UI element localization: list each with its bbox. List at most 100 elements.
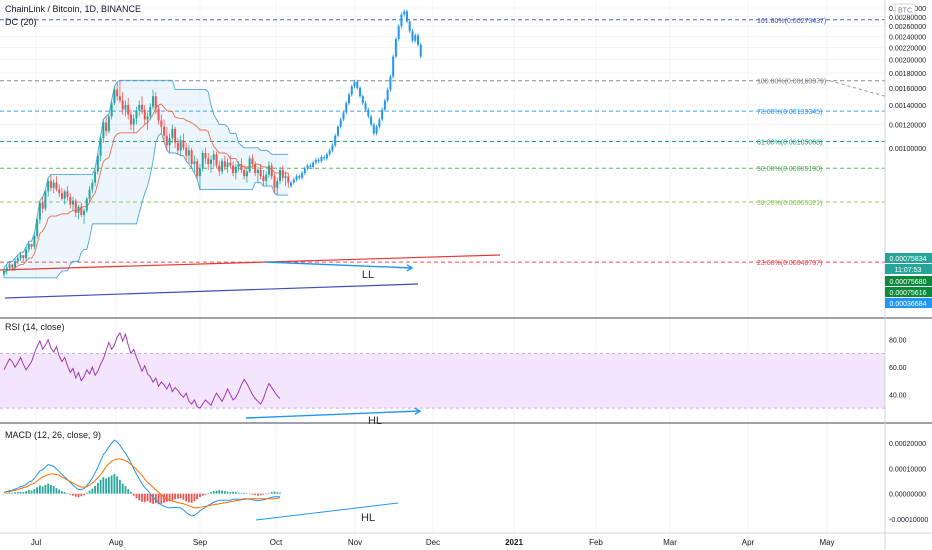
projection-bar xyxy=(348,94,350,104)
macd-histogram-bar xyxy=(27,490,30,494)
price-tick-label: 0.00120000 xyxy=(889,123,926,130)
macd-histogram-bar xyxy=(243,492,246,494)
macd-axis[interactable]: 0.00020000 0.00010000 0.00000000 -0.0001000… xyxy=(889,441,928,524)
macd-histogram-bar xyxy=(85,492,88,494)
rising-trend-line[interactable] xyxy=(4,283,419,299)
candle-body xyxy=(210,159,212,165)
candle-body xyxy=(110,103,113,117)
macd-histogram-bar xyxy=(94,486,96,494)
projection-bar xyxy=(359,87,362,97)
projection-bar xyxy=(317,159,320,162)
projection-bar xyxy=(325,154,328,159)
macd-histogram-bar xyxy=(232,491,234,494)
price-tick-label: 0.00100000 xyxy=(889,146,926,153)
macd-histogram-bar xyxy=(176,493,179,499)
macd-histogram-bar xyxy=(116,476,119,494)
candle-body xyxy=(185,147,188,156)
fib-level-label: 23.60%(0.00040737) xyxy=(757,260,822,267)
candle-body xyxy=(187,150,190,156)
projection-bar xyxy=(417,35,419,45)
macd-histogram-bar xyxy=(25,491,27,494)
macd-histogram-bar xyxy=(22,492,25,494)
time-tick-label: Nov xyxy=(348,538,362,547)
macd-histogram-bar xyxy=(207,493,210,494)
candle-body xyxy=(256,169,259,174)
price-arrow[interactable] xyxy=(264,261,413,269)
candle-body xyxy=(91,182,94,190)
candle-body xyxy=(118,96,121,101)
time-tick-label: Oct xyxy=(270,538,283,547)
rsi-line xyxy=(3,331,281,409)
candle-body xyxy=(8,264,11,268)
macd-histogram-bar xyxy=(163,493,165,503)
projection-bar xyxy=(386,89,389,101)
projection-bar xyxy=(356,81,359,88)
price-axis[interactable]: 0.003000000.002800000.002600000.00240000… xyxy=(889,6,926,153)
macd-histogram-bar xyxy=(165,493,168,502)
time-tick-label: Dec xyxy=(426,538,440,547)
candle-body xyxy=(129,114,132,125)
macd-histogram-bar xyxy=(91,488,94,494)
candle-body xyxy=(138,104,141,111)
fib-level-label: 38.20%(0.00065321) xyxy=(757,200,822,207)
macd-trend-line[interactable] xyxy=(255,502,399,521)
rsi-title: RSI (14, close) xyxy=(5,322,65,332)
annotation-label: LL xyxy=(362,269,374,281)
projection-bar xyxy=(342,112,345,120)
currency-label: BTC xyxy=(898,8,912,15)
time-tick-label: May xyxy=(819,538,834,547)
fib-level-label: 100.00%(0.00169379) xyxy=(757,79,826,86)
candle-body xyxy=(69,196,72,205)
price-badge xyxy=(885,298,932,308)
macd-histogram-bar xyxy=(77,493,80,498)
candle-body xyxy=(154,96,157,109)
time-tick-label: Apr xyxy=(742,538,755,547)
macd-series xyxy=(3,439,281,517)
macd-histogram-bar xyxy=(47,483,50,494)
candle-body xyxy=(94,171,97,183)
projection-bar xyxy=(381,109,384,120)
candle-body xyxy=(273,176,276,188)
projection-bar xyxy=(292,179,295,183)
macd-histogram-bar xyxy=(107,476,110,494)
macd-histogram-bar xyxy=(245,493,248,494)
macd-histogram-bar xyxy=(52,486,55,494)
candle-body xyxy=(276,181,279,188)
macd-histogram-bar xyxy=(257,493,259,496)
projection-bar xyxy=(290,182,293,187)
macd-histogram-bar xyxy=(110,475,113,494)
candle-body xyxy=(190,150,193,165)
macd-histogram-bar xyxy=(273,491,276,494)
price-projection xyxy=(290,9,422,189)
macd-histogram-bar xyxy=(174,493,177,500)
macd-histogram-bar xyxy=(171,493,174,501)
macd-histogram-bar xyxy=(130,492,132,494)
macd-histogram-bar xyxy=(102,477,105,494)
rsi-axis[interactable]: 80.00 60.00 40.00 xyxy=(889,338,907,400)
candle-body xyxy=(201,152,204,169)
currency-badge[interactable] xyxy=(894,3,916,16)
macd-histogram-bar xyxy=(188,493,190,503)
macd-histogram-bar xyxy=(149,493,152,503)
time-axis[interactable]: Jul Aug Sep Oct Nov Dec 2021 Feb Mar Apr May xyxy=(31,538,835,547)
macd-histogram-bar xyxy=(229,492,232,494)
candle-body xyxy=(88,189,91,199)
projection-bar xyxy=(389,76,392,90)
indicator-label: DC (20) xyxy=(5,17,37,27)
macd-histogram-bar xyxy=(69,493,72,495)
macd-histogram-bar xyxy=(61,491,63,494)
macd-histogram-bar xyxy=(268,493,270,494)
rsi-arrow[interactable] xyxy=(245,410,421,419)
candle-body xyxy=(193,161,196,165)
macd-tick-label: 0.00010000 xyxy=(889,466,926,473)
candle-body xyxy=(124,104,127,110)
candle-body xyxy=(284,176,287,178)
fib-levels: 161.80%(0.00273437) 100.00%(0.00169379) 78… xyxy=(0,18,886,267)
macd-histogram-bar xyxy=(38,485,41,494)
candle-body xyxy=(135,110,138,119)
projection-bar xyxy=(408,21,411,32)
macd-histogram-bar xyxy=(199,493,201,498)
projection-bar xyxy=(375,126,378,134)
support-line[interactable] xyxy=(0,254,501,271)
